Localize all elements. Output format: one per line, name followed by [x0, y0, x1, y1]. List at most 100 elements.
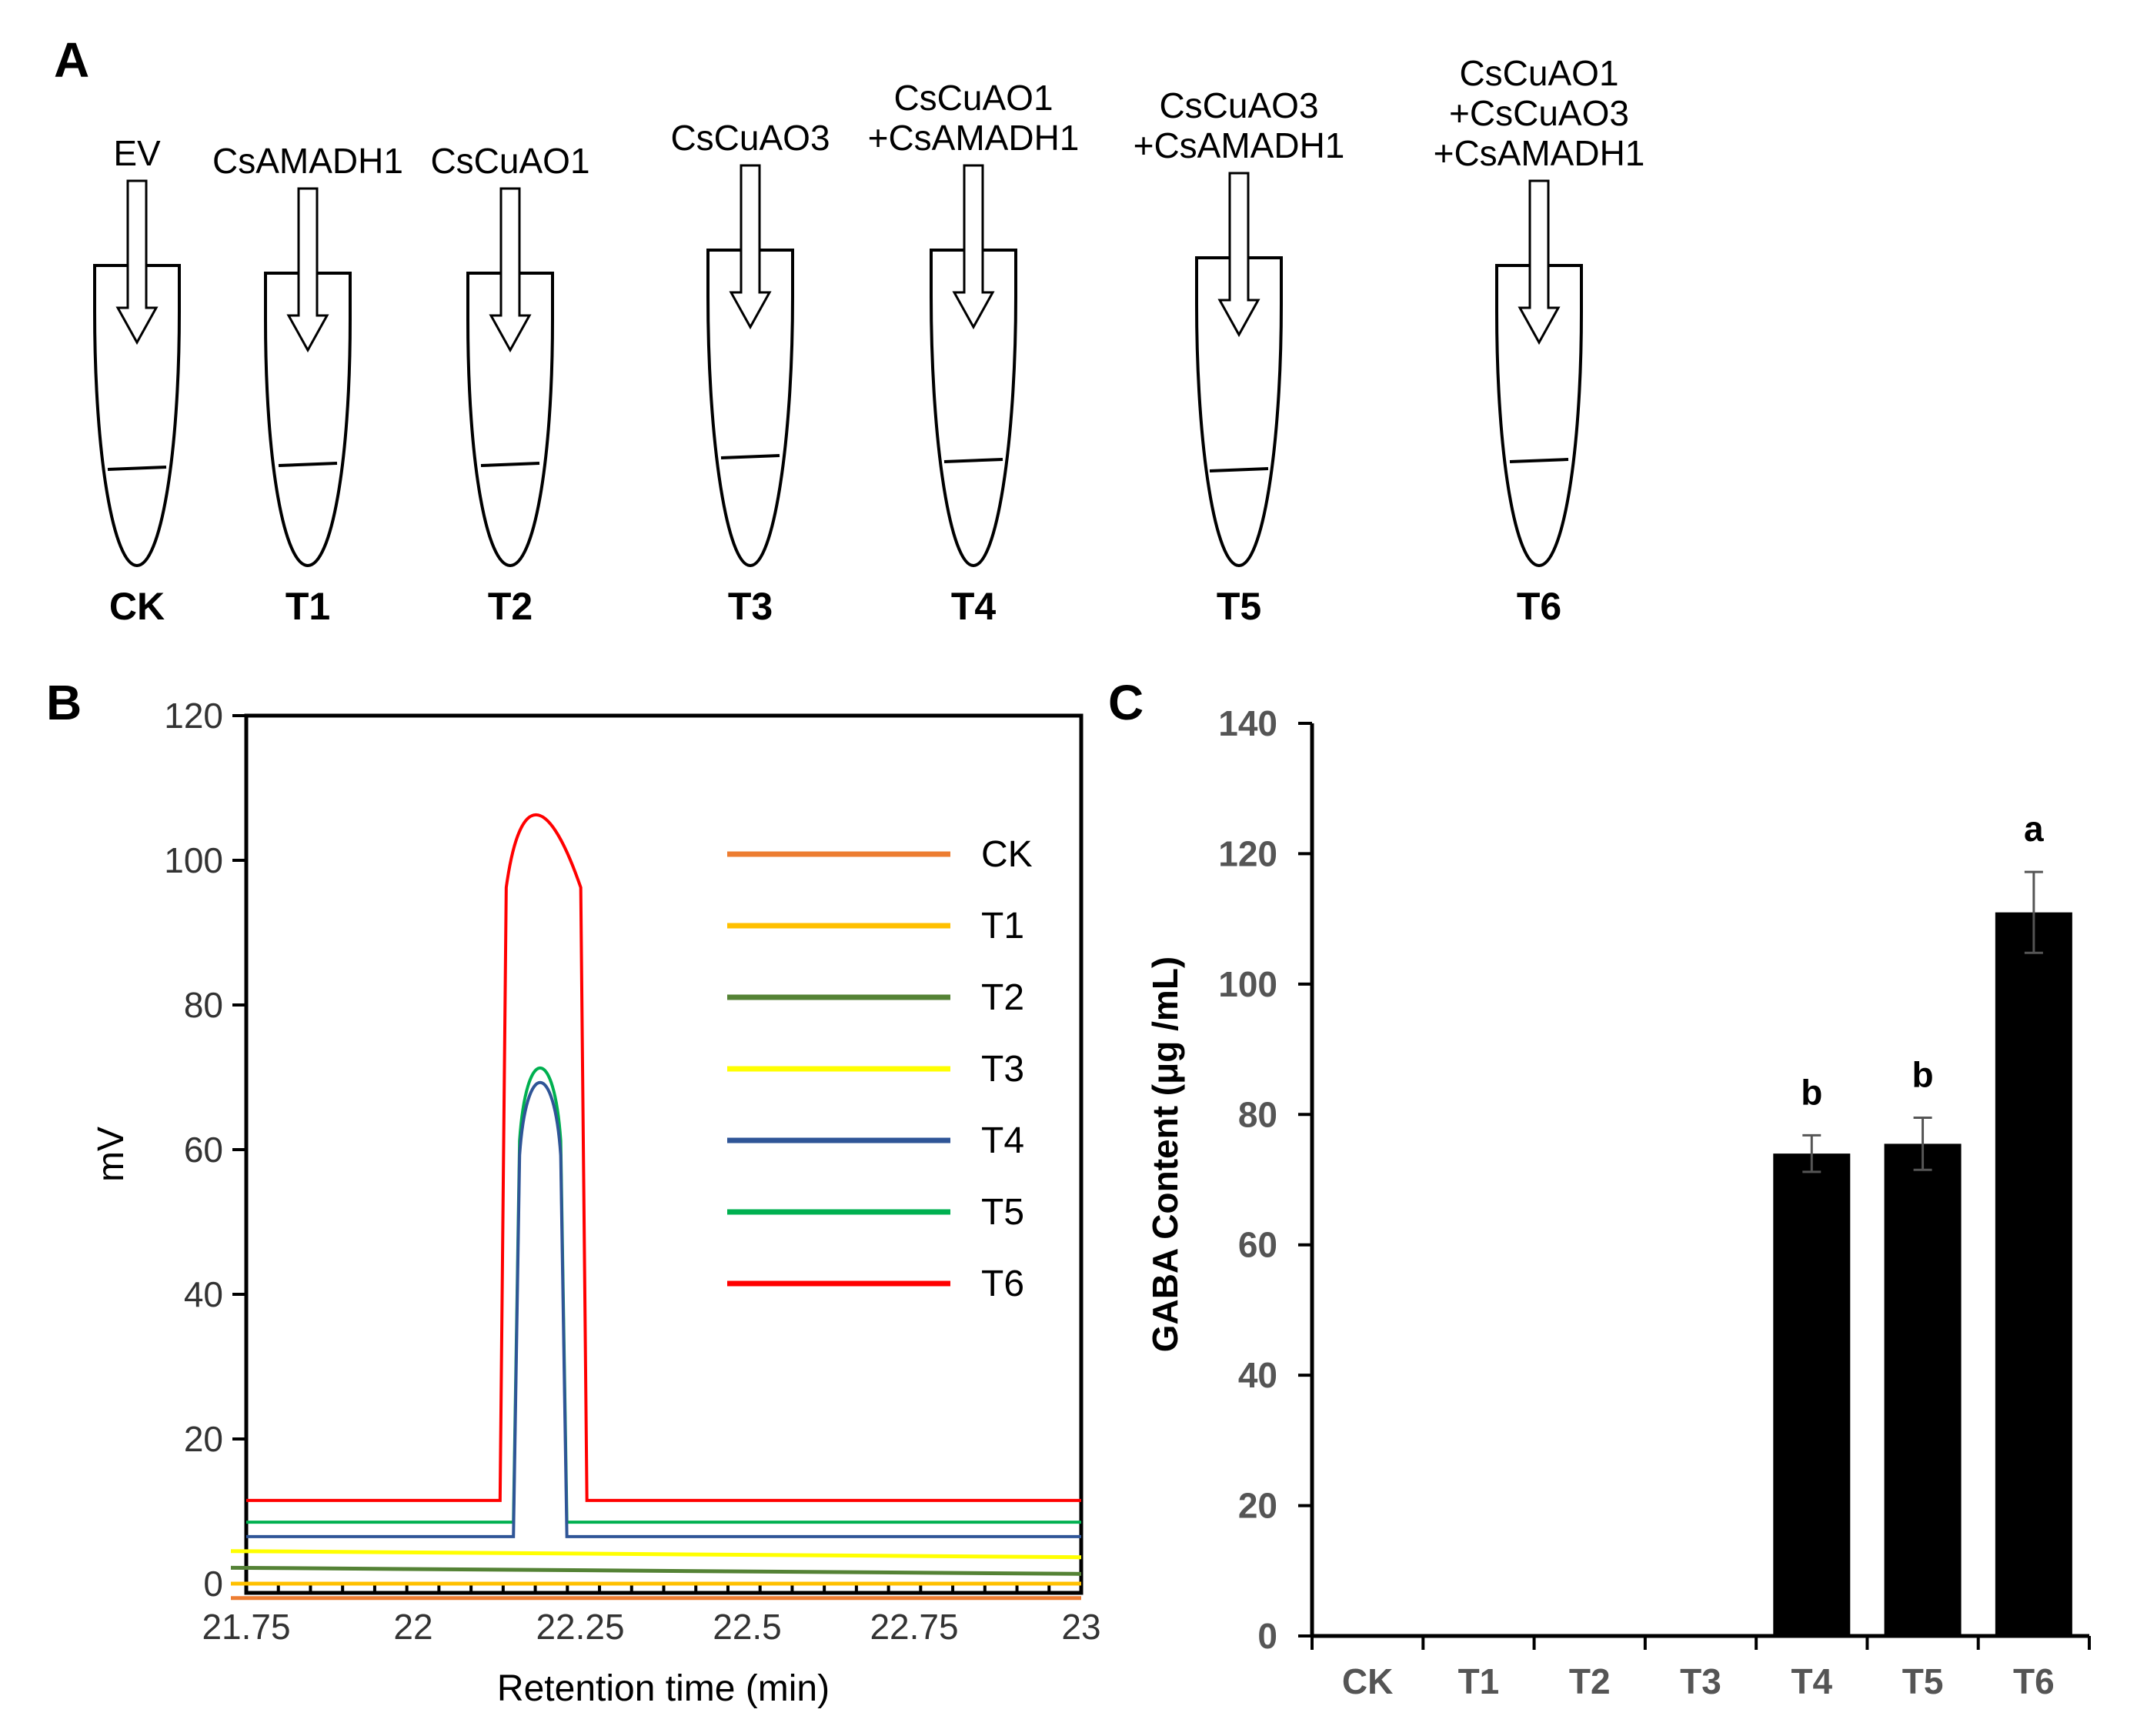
tube-label-line: CsCuAO3: [1159, 85, 1318, 125]
x-tick-label-b: 21.75: [202, 1607, 290, 1647]
y-tick-label-b: 120: [164, 696, 223, 736]
legend-label-t3: T3: [981, 1049, 1024, 1090]
tube-name: T5: [1217, 585, 1261, 628]
plot-frame-b: [244, 713, 1084, 1595]
y-tick-label-b: 60: [184, 1130, 223, 1170]
tube-label-line: +CsAMADH1: [868, 118, 1080, 158]
down-arrow-icon: [729, 164, 772, 330]
tube-label-line: CsCuAO1: [1459, 53, 1618, 93]
x-tick-label-b: 22.75: [870, 1607, 958, 1647]
panel-c-bar-chart: 0 20 40 60 80 100 120 140 CK T1 T2 T3 T4 b T5 b T6 a GAB…: [1145, 703, 2091, 1701]
panel-b-chromatogram: 0 20 40 60 80 100 120 21.75 22 22.25 22.5 22.75 23 C…: [91, 696, 1101, 1709]
series-line-t5: [246, 1067, 1081, 1524]
down-arrow-icon: [1217, 172, 1260, 338]
x-tick-label-c: T2: [1569, 1661, 1611, 1701]
tube-name: T1: [285, 585, 330, 628]
tube-name: T4: [951, 585, 997, 628]
liquid-level-line: [480, 462, 540, 467]
significance-letter-t5: b: [1912, 1055, 1934, 1095]
legend-label-t5: T5: [981, 1192, 1024, 1233]
panel-label-b: B: [46, 675, 82, 730]
tube-label-line: CsCuAO3: [670, 118, 830, 158]
significance-letter-t6: a: [2024, 809, 2044, 849]
tube-name: T3: [728, 585, 773, 628]
y-tick-label-b: 0: [203, 1564, 223, 1604]
legend-label-t2: T2: [981, 977, 1024, 1018]
y-tick-label-c: 100: [1218, 964, 1277, 1004]
x-tick-label-b: 22.25: [536, 1607, 624, 1647]
y-axis-label-c: GABA Content (μg /mL): [1145, 956, 1185, 1352]
y-axis-label-b: mV: [91, 1127, 132, 1182]
tube-outline: [706, 249, 794, 568]
panel-a-tubes: EVCKCsAMADH1T1CsCuAO1T2CsCuAO3T3CsCuAO1+…: [93, 53, 1645, 628]
liquid-level-line: [1509, 458, 1569, 463]
tube-label-line: +CsAMADH1: [1134, 125, 1345, 165]
tube-outline: [1195, 256, 1283, 568]
y-tick-label-b: 20: [184, 1419, 223, 1459]
x-tick-label-b: 22: [393, 1607, 432, 1647]
bar-t6: [1995, 912, 2072, 1636]
tube-outline: [264, 272, 352, 568]
tube-ck: EV CK: [93, 133, 181, 628]
y-tick-label-c: 60: [1238, 1225, 1277, 1265]
liquid-level-line: [1209, 467, 1269, 472]
tube-label-line: CsCuAO1: [430, 141, 589, 181]
series-line-t6: [246, 813, 1081, 1502]
y-tick-label-c: 20: [1238, 1486, 1277, 1526]
tube-name: T6: [1517, 585, 1561, 628]
tube-t3: CsCuAO3 T3: [670, 118, 830, 628]
tube-t4: CsCuAO1+CsAMADH1 T4: [868, 78, 1080, 628]
tube-outline: [1495, 264, 1583, 568]
down-arrow-icon: [489, 187, 532, 353]
x-tick-label-c: T4: [1791, 1661, 1832, 1701]
legend-label-t4: T4: [981, 1120, 1024, 1161]
significance-letter-t4: b: [1801, 1072, 1822, 1112]
x-tick-label-c: T1: [1458, 1661, 1500, 1701]
tube-t2: CsCuAO1 T2: [430, 141, 589, 628]
panel-label-a: A: [54, 32, 89, 88]
y-tick-label-c: 80: [1238, 1094, 1277, 1134]
bar-t4: [1773, 1153, 1851, 1636]
y-tick-label-c: 120: [1218, 833, 1277, 873]
y-tick-label-b: 40: [184, 1274, 223, 1314]
tube-outline: [930, 249, 1017, 568]
series-line-t3: [230, 1549, 1082, 1560]
panel-label-c: C: [1108, 675, 1144, 730]
tube-outline: [93, 264, 181, 568]
series-line-t2: [230, 1565, 1082, 1576]
tube-t6: CsCuAO1+CsCuAO3+CsAMADH1 T6: [1434, 53, 1645, 628]
x-tick-label-b: 22.5: [713, 1607, 782, 1647]
legend-label-ck: CK: [981, 834, 1033, 875]
x-tick-label-c: T3: [1680, 1661, 1721, 1701]
liquid-level-line: [278, 462, 338, 467]
liquid-level-line: [107, 466, 167, 471]
tube-t1: CsAMADH1 T1: [212, 141, 403, 628]
tube-outline: [466, 272, 554, 568]
y-tick-label-b: 100: [164, 840, 223, 880]
bar-t5: [1884, 1143, 1962, 1636]
x-tick-label-c: T5: [1902, 1661, 1944, 1701]
legend-label-t1: T1: [981, 906, 1024, 946]
tube-label-line: CsCuAO1: [893, 78, 1053, 118]
y-tick-label-c: 0: [1257, 1616, 1277, 1656]
x-tick-label-b: 23: [1061, 1607, 1100, 1647]
series-line-t4: [246, 1081, 1081, 1538]
down-arrow-icon: [1518, 179, 1561, 346]
x-tick-label-c: T6: [2013, 1661, 2055, 1701]
tube-label-line: +CsCuAO3: [1449, 93, 1629, 133]
y-tick-label-b: 80: [184, 985, 223, 1025]
tube-label-line: +CsAMADH1: [1434, 133, 1645, 173]
y-tick-label-c: 140: [1218, 703, 1277, 743]
legend-label-t6: T6: [981, 1264, 1024, 1304]
x-axis-label-b: Retention time (min): [497, 1668, 830, 1709]
down-arrow-icon: [286, 187, 329, 353]
tube-t5: CsCuAO3+CsAMADH1 T5: [1134, 85, 1345, 628]
liquid-level-line: [943, 458, 1003, 463]
tube-label-line: EV: [113, 133, 161, 173]
tube-name: CK: [109, 585, 165, 628]
y-tick-label-c: 40: [1238, 1355, 1277, 1395]
down-arrow-icon: [115, 179, 159, 346]
tube-name: T2: [488, 585, 533, 628]
liquid-level-line: [720, 454, 780, 459]
